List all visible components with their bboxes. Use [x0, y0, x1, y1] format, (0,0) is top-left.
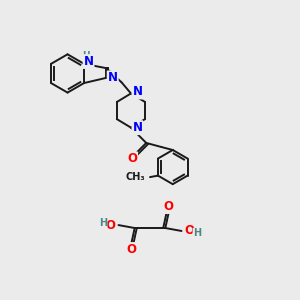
- Text: O: O: [126, 243, 136, 256]
- Text: O: O: [105, 219, 115, 232]
- Text: H: H: [193, 228, 201, 238]
- Text: N: N: [132, 85, 142, 98]
- Text: CH₃: CH₃: [125, 172, 145, 182]
- Text: H: H: [82, 51, 90, 60]
- Text: N: N: [132, 121, 142, 134]
- Text: H: H: [99, 218, 107, 228]
- Text: O: O: [127, 152, 137, 165]
- Text: N: N: [108, 71, 118, 84]
- Text: O: O: [185, 224, 195, 238]
- Text: N: N: [83, 55, 94, 68]
- Text: O: O: [164, 200, 174, 213]
